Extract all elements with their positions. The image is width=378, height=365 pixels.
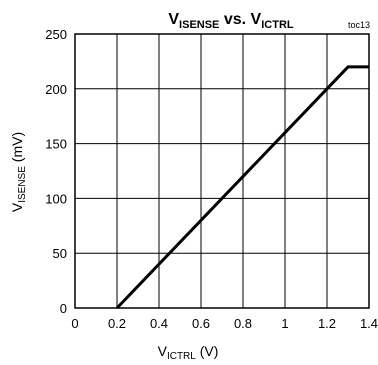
y-tick-label: 0 [60,301,67,316]
y-tick-label: 150 [45,137,67,152]
y-axis-label: VISENSE (mV) [9,132,28,212]
y-tick-label: 50 [53,246,67,261]
x-tick-label: 1.2 [318,316,336,331]
chart-title: VISENSE vs. VICTRL [168,11,294,31]
y-tick-label: 250 [45,27,67,42]
x-axis-label: VICTRL (V) [158,343,219,362]
series-line [115,65,369,310]
x-tick-label: 0.2 [108,316,126,331]
x-tick-label: 1 [281,316,288,331]
tick-labels: 0 0.2 0.4 0.6 0.8 1 1.2 1.4 0 50 100 150 200 250 [45,27,378,331]
y-tick-label: 200 [45,82,67,97]
plot-frame [74,33,370,309]
x-tick-label: 0.8 [234,316,252,331]
x-tick-label: 0.6 [192,316,210,331]
y-tick-label: 100 [45,191,67,206]
x-tick-label: 0.4 [150,316,168,331]
figure-tag: toc13 [348,20,370,30]
x-tick-label: 1.4 [360,316,378,331]
grid [75,34,369,308]
series-layer [115,65,369,310]
x-tick-label: 0 [71,316,78,331]
